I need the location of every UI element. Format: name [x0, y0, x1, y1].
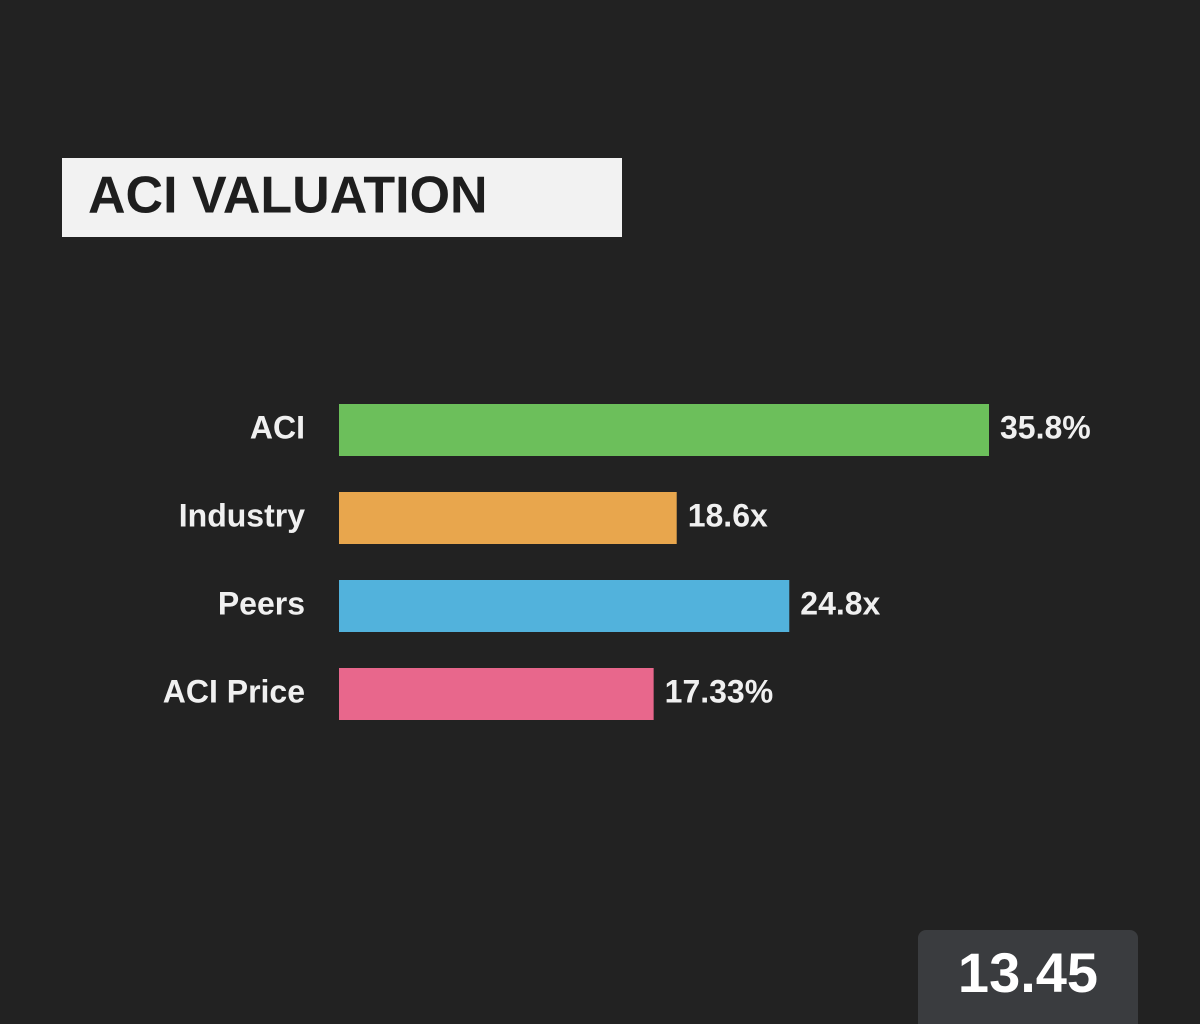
category-label: Industry	[179, 497, 305, 533]
bar	[339, 492, 677, 544]
price-badge-value: 13.45	[958, 941, 1098, 1004]
value-label: 35.8%	[1000, 409, 1091, 445]
chart-title: ACI VALUATION	[88, 167, 488, 225]
value-label: 17.33%	[665, 673, 774, 709]
value-label: 18.6x	[688, 497, 768, 533]
bar	[339, 404, 989, 456]
value-label: 24.8x	[800, 585, 880, 621]
category-label: ACI Price	[163, 673, 305, 709]
category-label: Peers	[218, 585, 305, 621]
bar	[339, 580, 790, 632]
bar	[339, 668, 654, 720]
title-box	[62, 158, 622, 237]
price-badge	[918, 930, 1138, 1024]
category-label: ACI	[250, 409, 305, 445]
